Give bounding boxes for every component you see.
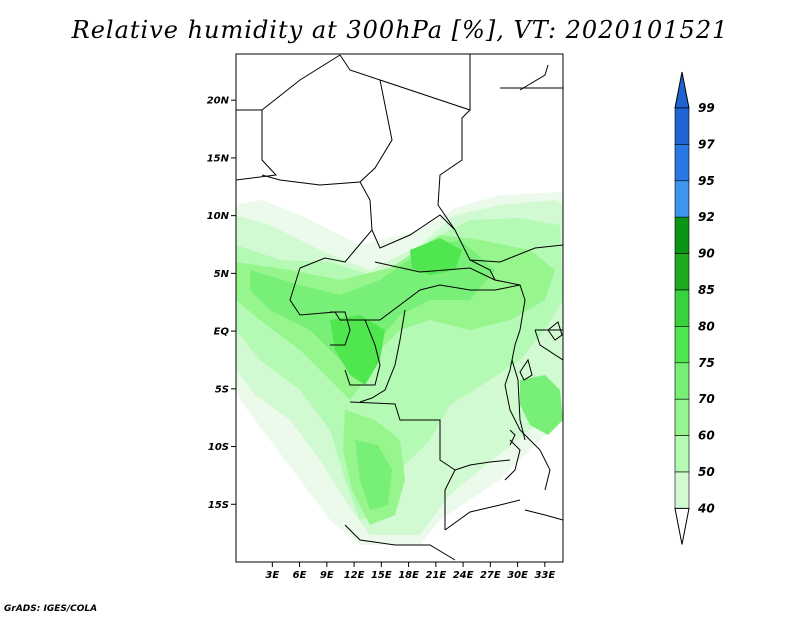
colorbar-segment	[674, 362, 690, 400]
colorbar-segment	[674, 144, 690, 182]
lon-tick-label: 6E	[293, 570, 307, 581]
colorbar-label: 60	[698, 429, 715, 443]
lon-tick-label: 33E	[534, 570, 555, 581]
grads-credit: GrADS: IGES/COLA	[4, 604, 98, 614]
colorbar-segment	[674, 471, 690, 509]
lat-tick-label: 15S	[208, 500, 229, 511]
longitude-axis: 3E 6E 9E 12E 15E 18E 21E 24E 27E 30E 33E	[265, 562, 555, 581]
lat-tick-label: 15N	[207, 153, 230, 164]
lat-tick-label: 20N	[207, 96, 230, 107]
humidity-75-east-region	[520, 375, 563, 435]
humidity-80-region	[330, 315, 385, 385]
colorbar-label: 95	[698, 174, 715, 188]
lat-tick-label: 10N	[207, 211, 230, 222]
map-frame	[235, 53, 564, 563]
humidity-80-north-region	[410, 238, 462, 275]
humidity-75-south-region	[355, 440, 392, 510]
lat-tick-label: 5S	[215, 384, 229, 395]
colorbar-segment	[674, 216, 690, 254]
latitude-axis: 20N 15N 10N 5N EQ 5S 10S 15S	[207, 96, 236, 511]
colorbar-segment	[674, 107, 690, 145]
lon-tick-label: 24E	[453, 570, 474, 581]
lat-tick-label: 5N	[214, 269, 230, 280]
colorbar-label: 97	[698, 137, 715, 151]
colorbar-segment	[674, 326, 690, 364]
humidity-shading	[236, 192, 563, 545]
lon-tick-label: 12E	[344, 570, 365, 581]
country-borders	[236, 54, 563, 561]
lon-tick-label: 27E	[480, 570, 501, 581]
lakes	[509, 321, 563, 446]
lat-tick-label: 10S	[208, 442, 229, 453]
colorbar-label: 50	[698, 465, 715, 479]
colorbar-label: 92	[698, 210, 715, 224]
colorbar: 99 97 95 92 90 85 80 75 70 60 50 40	[674, 71, 715, 545]
colorbar-label: 80	[698, 319, 715, 333]
map-title: Relative humidity at 300hPa [%], VT: 202…	[71, 16, 729, 44]
colorbar-segment	[674, 435, 690, 473]
colorbar-top-arrow	[674, 71, 690, 109]
colorbar-label: 75	[698, 356, 715, 370]
colorbar-label: 85	[698, 283, 715, 297]
colorbar-label: 40	[697, 501, 715, 515]
colorbar-bottom-arrow	[674, 507, 690, 545]
colorbar-label: 70	[698, 392, 715, 406]
colorbar-segment	[674, 253, 690, 291]
lon-tick-label: 9E	[320, 570, 334, 581]
colorbar-segment	[674, 398, 690, 436]
colorbar-segment	[674, 180, 690, 218]
lon-tick-label: 30E	[507, 570, 528, 581]
lat-tick-label: EQ	[214, 327, 230, 338]
colorbar-segment	[674, 289, 690, 327]
colorbar-label: 99	[698, 101, 715, 115]
lon-tick-label: 3E	[265, 570, 279, 581]
colorbar-label: 90	[698, 247, 715, 261]
lon-tick-label: 18E	[398, 570, 419, 581]
lon-tick-label: 15E	[371, 570, 392, 581]
lon-tick-label: 21E	[425, 570, 446, 581]
